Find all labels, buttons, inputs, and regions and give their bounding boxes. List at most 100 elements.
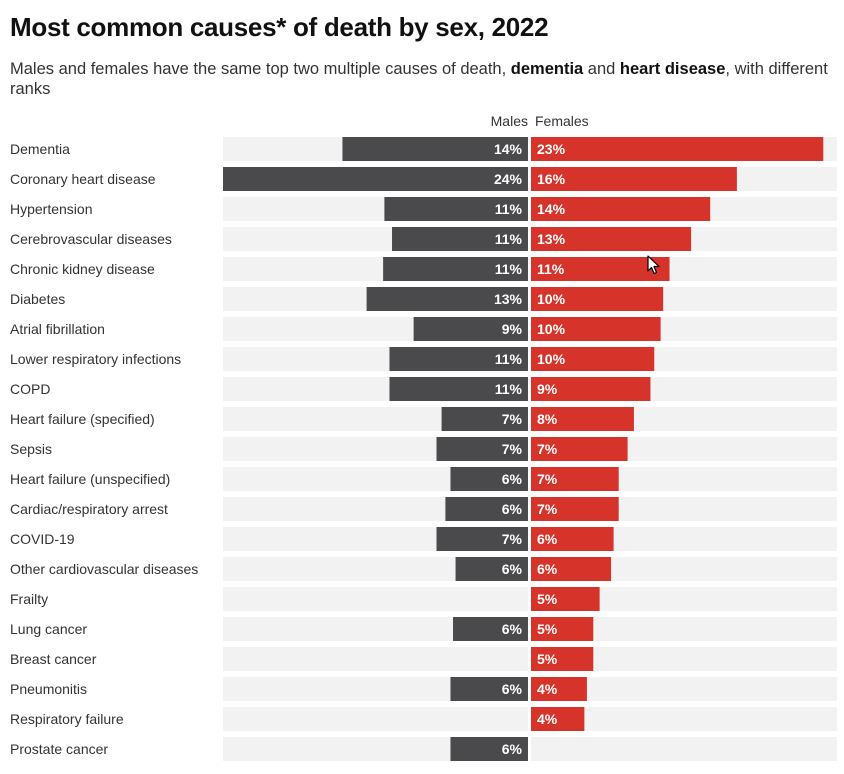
value-label-females: 6% xyxy=(537,531,558,547)
value-label-males: 9% xyxy=(502,321,523,337)
value-label-females: 10% xyxy=(537,351,566,367)
value-label-males: 6% xyxy=(502,681,523,697)
bar-males xyxy=(453,617,528,641)
value-label-males: 7% xyxy=(502,441,523,457)
bar-males xyxy=(450,677,528,701)
bar-females xyxy=(531,587,600,611)
bar-males xyxy=(384,197,528,221)
value-label-males: 6% xyxy=(502,621,523,637)
value-label-females: 10% xyxy=(537,321,566,337)
bar-females xyxy=(531,257,670,281)
value-label-males: 7% xyxy=(502,411,523,427)
value-label-males: 11% xyxy=(495,201,523,217)
subtitle-text: and xyxy=(583,60,620,78)
bar-females xyxy=(531,317,661,341)
value-label-males: 24% xyxy=(494,171,523,187)
category-label: Breast cancer xyxy=(10,651,97,667)
bar-females xyxy=(531,167,737,191)
category-label: Hypertension xyxy=(10,201,93,217)
category-label: Atrial fibrillation xyxy=(10,321,105,337)
track-males xyxy=(223,587,528,611)
bar-males xyxy=(366,287,528,311)
bar-females xyxy=(531,437,628,461)
bar-females xyxy=(531,707,585,731)
value-label-females: 6% xyxy=(537,561,558,577)
category-label: Diabetes xyxy=(10,291,65,307)
bar-females xyxy=(531,467,619,491)
bar-females xyxy=(531,557,612,581)
bar-females xyxy=(531,647,594,671)
category-label: Dementia xyxy=(10,141,70,157)
bar-females xyxy=(531,137,824,161)
bar-females xyxy=(531,677,587,701)
bar-males xyxy=(342,137,528,161)
category-label: Cardiac/respiratory arrest xyxy=(10,501,168,517)
category-label: Heart failure (specified) xyxy=(10,411,155,427)
bar-males xyxy=(389,347,528,371)
subtitle-emphasis: heart disease xyxy=(619,60,726,78)
category-label: Chronic kidney disease xyxy=(10,261,155,277)
bar-males xyxy=(389,377,528,401)
legend-females: Females xyxy=(535,113,589,129)
value-label-males: 11% xyxy=(495,351,523,367)
subtitle-text: Males and females have the same top two … xyxy=(10,60,511,78)
subtitle-text: , with different ranks xyxy=(10,60,828,98)
category-label: Lung cancer xyxy=(10,621,87,637)
value-label-females: 7% xyxy=(537,471,558,487)
category-label: Lower respiratory infections xyxy=(10,351,181,367)
value-label-males: 6% xyxy=(502,741,523,757)
bar-females xyxy=(531,497,619,521)
value-label-males: 13% xyxy=(494,291,523,307)
bar-males xyxy=(450,737,528,761)
legend-males: Males xyxy=(490,113,528,129)
value-label-females: 16% xyxy=(537,171,566,187)
category-label: Frailty xyxy=(10,591,48,607)
category-label: Other cardiovascular diseases xyxy=(10,561,198,577)
value-label-males: 6% xyxy=(502,471,523,487)
value-label-males: 7% xyxy=(502,531,523,547)
category-label: Pneumonitis xyxy=(10,681,87,697)
category-label: Cerebrovascular diseases xyxy=(10,231,172,247)
value-label-males: 11% xyxy=(495,261,523,277)
value-label-females: 14% xyxy=(537,201,566,217)
bar-males xyxy=(436,527,528,551)
bar-females xyxy=(531,377,651,401)
bar-females xyxy=(531,407,634,431)
value-label-females: 10% xyxy=(537,291,566,307)
category-label: Respiratory failure xyxy=(10,711,124,727)
category-label: Sepsis xyxy=(10,441,52,457)
value-label-females: 4% xyxy=(537,681,558,697)
value-label-males: 6% xyxy=(502,501,523,517)
value-label-females: 7% xyxy=(537,441,558,457)
bar-males xyxy=(455,557,528,581)
category-label: Prostate cancer xyxy=(10,741,108,757)
value-label-males: 6% xyxy=(502,561,523,577)
bar-males xyxy=(392,227,528,251)
bar-males xyxy=(413,317,528,341)
bar-females xyxy=(531,227,692,251)
bar-males xyxy=(383,257,528,281)
bar-males xyxy=(450,467,528,491)
value-label-females: 5% xyxy=(537,591,558,607)
bar-males xyxy=(441,407,528,431)
category-label: COPD xyxy=(10,381,50,397)
bar-females xyxy=(531,617,594,641)
bar-males xyxy=(445,497,528,521)
mouse-cursor-icon xyxy=(647,255,660,275)
chart-title: Most common causes* of death by sex, 202… xyxy=(10,12,549,42)
value-label-females: 8% xyxy=(537,411,558,427)
value-label-females: 13% xyxy=(537,231,566,247)
value-label-females: 9% xyxy=(537,381,558,397)
value-label-males: 14% xyxy=(494,141,523,157)
value-label-females: 5% xyxy=(537,621,558,637)
bar-males xyxy=(436,437,528,461)
bar-females xyxy=(531,527,614,551)
value-label-females: 5% xyxy=(537,651,558,667)
value-label-females: 23% xyxy=(537,141,566,157)
track-females xyxy=(531,737,837,761)
category-label: COVID-19 xyxy=(10,531,75,547)
value-label-females: 7% xyxy=(537,501,558,517)
category-label: Coronary heart disease xyxy=(10,171,156,187)
track-males xyxy=(223,647,528,671)
